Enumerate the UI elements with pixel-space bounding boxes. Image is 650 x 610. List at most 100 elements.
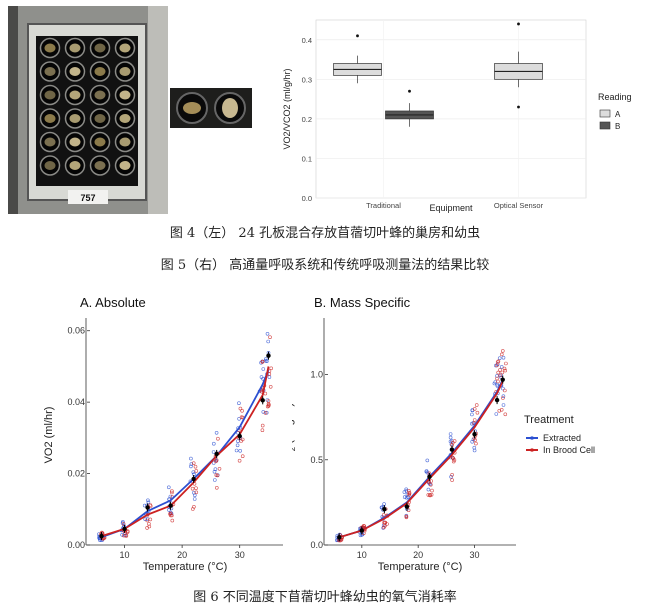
plate-photo-svg: 757 — [8, 6, 168, 214]
data-point — [429, 482, 433, 487]
data-point — [212, 441, 216, 446]
data-point — [450, 455, 455, 460]
figure-6a-chart: A. Absolute 10 20 30 0.00 0.02 0.04 0.06 Tempe… — [43, 295, 283, 573]
data-point — [191, 470, 196, 474]
data-point — [404, 514, 409, 519]
data-point — [194, 490, 199, 495]
data-point — [266, 339, 270, 344]
fit-line — [101, 369, 270, 538]
well-content — [119, 90, 131, 100]
mean-point — [191, 476, 196, 482]
mean-point — [214, 451, 219, 457]
data-point — [450, 478, 454, 482]
data-point — [268, 335, 272, 340]
y-tick-label: 0.2 — [302, 115, 312, 124]
data-point — [473, 438, 477, 442]
data-point — [470, 412, 474, 417]
data-point — [193, 493, 197, 498]
y-tick-label: 0.02 — [67, 469, 85, 479]
data-point — [189, 456, 193, 461]
data-point — [430, 488, 434, 493]
x-axis-label: Temperature (°C) — [378, 561, 462, 573]
x-tick-label: 10 — [357, 550, 367, 560]
data-point — [239, 439, 243, 443]
y-axis-label: VO2 (ml/g/hr) — [292, 403, 297, 467]
legend-label: B — [615, 122, 620, 131]
well-content — [69, 67, 81, 76]
data-point — [124, 533, 129, 537]
data-point — [170, 490, 174, 495]
data-point — [425, 458, 430, 463]
legend-label: In Brood Cell — [543, 445, 595, 455]
mean-point — [99, 533, 104, 539]
mean-point — [260, 398, 265, 403]
x-tick-label: 30 — [470, 550, 480, 560]
legend-label: Extracted — [543, 433, 581, 443]
data-point — [260, 360, 265, 364]
well-content — [69, 137, 81, 147]
data-point — [406, 495, 410, 499]
y-axis-label: VO2/VCO2 (ml/g/hr) — [282, 68, 292, 149]
data-point — [170, 489, 174, 493]
data-point — [501, 355, 506, 360]
data-point — [125, 529, 130, 533]
data-point — [472, 418, 477, 422]
data-point — [496, 379, 500, 384]
data-point — [383, 520, 387, 525]
x-tick-label: 30 — [235, 550, 245, 560]
data-point — [263, 411, 268, 415]
data-point — [402, 490, 407, 494]
data-point — [237, 401, 241, 405]
data-point — [193, 464, 198, 469]
data-point — [448, 435, 453, 440]
data-point — [238, 406, 243, 411]
mean-point — [237, 433, 242, 439]
mean-point — [145, 505, 150, 510]
data-point — [213, 478, 217, 482]
data-point — [170, 518, 175, 523]
data-point — [503, 412, 508, 417]
data-point — [217, 467, 222, 471]
inset-photo-svg — [170, 88, 252, 128]
caption-fig-5: 图 5（右） 高通量呼吸系统和传统呼吸测量法的结果比较 — [160, 258, 490, 273]
data-point — [265, 331, 270, 336]
y-tick-label: 0.06 — [67, 326, 85, 336]
data-point — [448, 432, 453, 436]
data-point — [237, 458, 242, 463]
data-point — [474, 403, 479, 407]
x-axis-label: Equipment — [429, 203, 473, 213]
data-point — [492, 381, 497, 386]
caption-fig-4: 图 4（左） 24 孔板混合存放苜蓿切叶蜂的巢房和幼虫 — [169, 226, 481, 241]
well-content — [44, 161, 56, 170]
data-point — [497, 356, 502, 360]
data-point — [404, 487, 408, 492]
mean-point — [122, 526, 127, 532]
data-point — [236, 439, 240, 443]
mean-point — [427, 474, 432, 480]
mean-point — [168, 503, 173, 508]
legend-label: A — [615, 110, 621, 119]
data-point — [263, 391, 268, 396]
mean-point — [359, 528, 365, 533]
well-content — [94, 161, 106, 170]
well-content — [119, 114, 131, 123]
data-point — [215, 473, 220, 478]
data-point — [261, 410, 266, 414]
data-point — [475, 410, 480, 415]
plot-panel — [315, 19, 587, 199]
x-tick-label: Traditional — [366, 201, 401, 210]
data-point — [501, 403, 506, 407]
data-point — [191, 507, 195, 511]
data-point — [214, 431, 219, 435]
data-point — [503, 368, 507, 373]
data-point — [501, 386, 505, 391]
caption-fig-6: 图 6 不同温度下苜蓿切叶蜂幼虫的氧气消耗率 — [193, 590, 457, 605]
y-tick-label: 1.0 — [310, 370, 323, 380]
well-content — [44, 114, 56, 123]
mean-point — [404, 504, 410, 509]
data-point — [426, 493, 431, 497]
mean-point — [382, 507, 387, 512]
data-point — [500, 352, 504, 357]
data-point — [426, 487, 431, 492]
well-content — [44, 67, 56, 76]
